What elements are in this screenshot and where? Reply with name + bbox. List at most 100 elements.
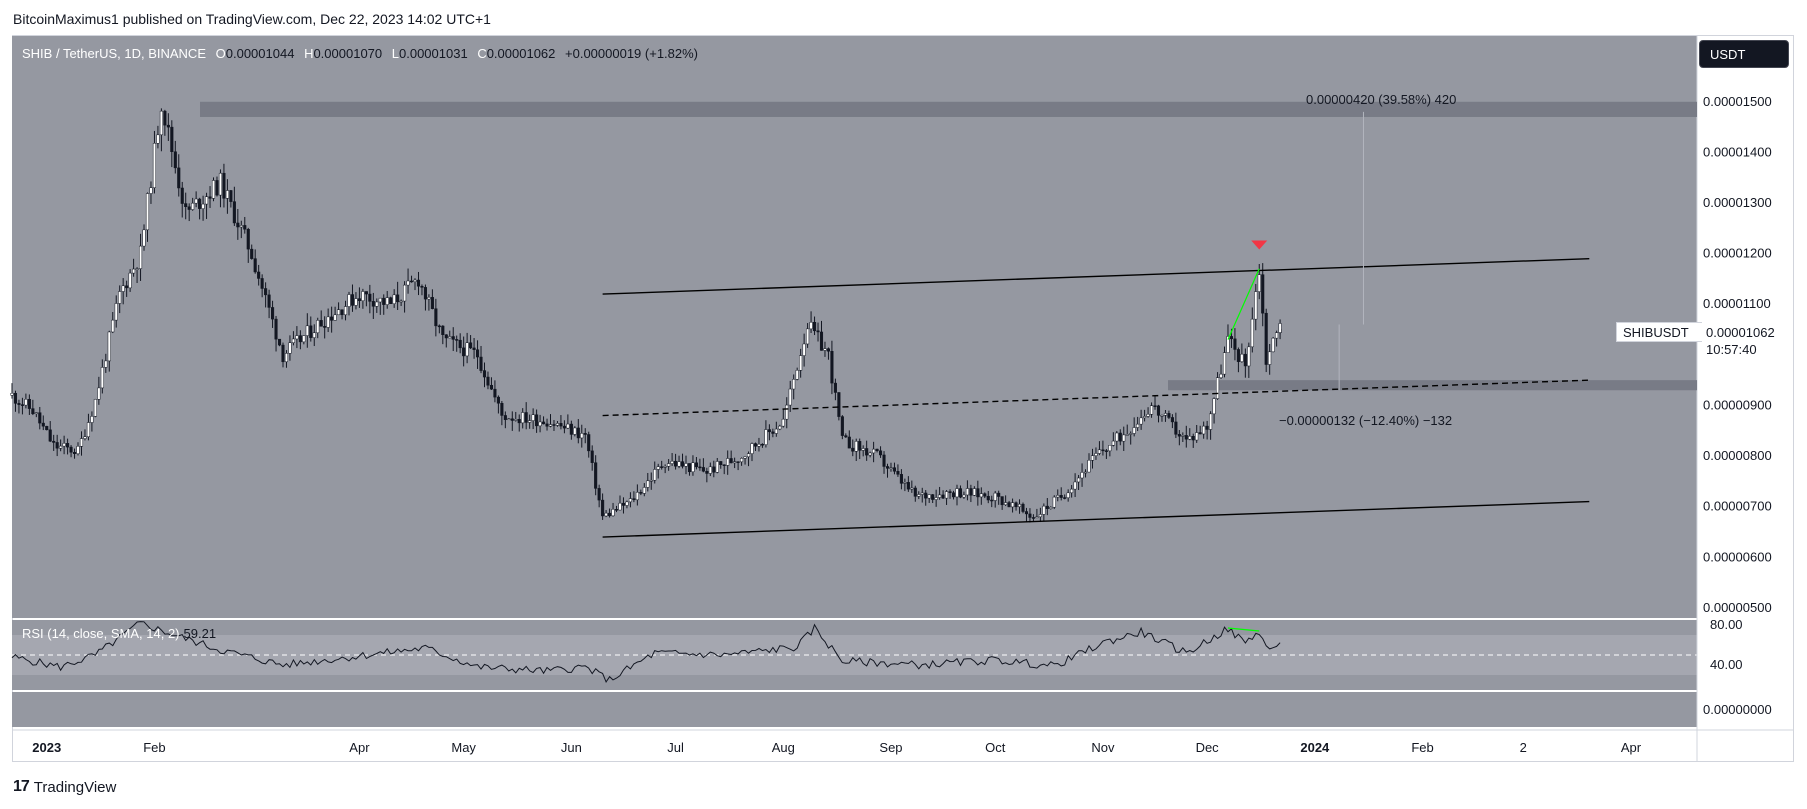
candle-down [1021,503,1025,512]
candle-up [24,399,28,406]
candle-down [1261,274,1265,314]
candle-down [1205,425,1209,430]
candle-up [1181,435,1185,437]
extra-axis-label: 0.00000000 [1703,702,1772,717]
candle-up [191,202,195,210]
x-tick-label: Feb [143,740,165,755]
measure-up-label: 0.00000420 (39.58%) 420 [1306,92,1457,107]
candle-up [326,316,330,328]
candle-down [1118,432,1122,442]
candle-up [128,272,132,289]
low-label: L [391,46,399,61]
candle-down [674,460,678,467]
candle-up [792,379,796,390]
candle-up [746,453,751,458]
candle-up [917,494,921,497]
tradingview-logo[interactable]: 17 TradingView [13,778,116,796]
candle-down [535,414,539,427]
x-tick-label: 2 [1520,740,1527,755]
candle-up [566,423,570,429]
candle-down [705,470,709,474]
candle-up [555,423,560,426]
candle-down [489,384,493,390]
candle-down [48,429,52,442]
candle-down [1177,434,1181,437]
candle-down [1184,435,1188,440]
candle-up [514,419,518,421]
bearish-arrow-icon [1251,240,1268,250]
candle-up [604,512,608,517]
candle-down [892,467,897,472]
candle-up [649,479,653,482]
candle-down [409,280,414,283]
candle-down [257,271,261,279]
open-label: O [215,46,226,61]
candle-down [246,228,250,250]
candle-down [698,466,702,469]
candle-up [802,343,806,356]
candle-down [208,196,212,199]
candle-down [517,419,521,424]
x-tick-label: Dec [1196,740,1220,755]
candle-up [288,342,292,354]
candle-up [872,448,876,454]
candle-down [1045,505,1049,509]
candle-down [264,288,268,296]
candle-down [323,326,327,328]
candle-down [368,293,372,302]
measure-down-label: −0.00000132 (−12.40%) −132 [1279,413,1453,428]
candle-down [997,492,1001,497]
candle-up [809,322,813,330]
candle-down [350,294,355,306]
candle-up [1160,415,1164,417]
candles-group [10,108,1282,523]
candle-down [180,187,184,204]
candle-up [138,245,143,269]
candle-down [812,322,817,332]
candle-down [896,471,900,475]
candle-up [284,353,289,363]
candle-down [941,494,945,499]
candle-down [222,172,226,199]
candle-down [990,499,994,502]
candle-up [62,443,66,447]
candle-down [729,458,733,464]
tradingview-brand: TradingView [33,778,117,796]
candle-down [510,418,514,421]
candle-up [708,466,712,474]
candle-up [1240,353,1244,362]
candle-up [156,134,160,144]
price-divergence-line [1227,268,1260,340]
candle-up [79,438,84,447]
candle-up [670,460,674,464]
candle-down [496,396,500,404]
currency-button[interactable]: USDT [1699,40,1789,68]
close-value: 0.00001062 [486,46,556,61]
candle-up [312,332,316,338]
candle-up [302,335,306,343]
candle-up [375,301,379,307]
candle-down [632,498,636,501]
candle-down [597,488,601,501]
candle-down [621,502,626,506]
candle-up [1143,416,1147,419]
candle-up [114,303,118,321]
candle-down [243,225,247,230]
candle-down [486,376,490,386]
candle-up [955,488,959,498]
candle-down [371,301,375,307]
candle-down [701,467,705,472]
candle-up [1247,346,1251,367]
candle-down [1170,417,1174,423]
candle-down [184,203,188,207]
candle-up [1275,332,1279,339]
candle-down [198,198,202,209]
candle-up [343,306,348,316]
candle-down [1167,413,1171,418]
candle-up [1226,336,1230,353]
candle-down [562,425,566,429]
candle-up [1209,413,1213,430]
candle-down [951,492,956,498]
candle-down [660,466,664,468]
